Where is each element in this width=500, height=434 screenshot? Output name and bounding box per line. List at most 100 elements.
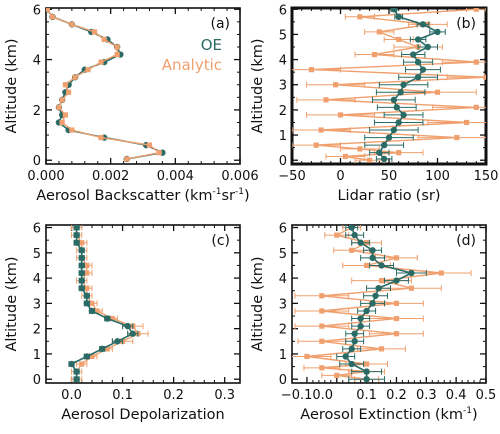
data-point [357, 146, 363, 152]
data-point [73, 231, 80, 239]
data-point [78, 285, 85, 292]
y-tick-label: 6 [279, 222, 287, 237]
x-axis-unit-prefix: (km [435, 407, 463, 423]
y-tick-label: 4 [279, 54, 287, 69]
y-tick-label: 6 [33, 3, 41, 18]
data-point [78, 262, 85, 269]
data-point [98, 59, 104, 65]
plot-area [292, 8, 486, 164]
data-point [369, 254, 376, 262]
data-point [351, 338, 358, 345]
data-point [342, 353, 349, 360]
data-point [319, 293, 325, 299]
plot-area [292, 225, 472, 383]
x-tick-label: 0.3 [214, 388, 235, 403]
x-tick-label: 0.0 [61, 388, 82, 403]
data-point [49, 14, 56, 20]
data-point [91, 29, 98, 35]
x-axis-label: Lidar ratio (sr) [337, 188, 440, 204]
panel-label: (c) [211, 233, 230, 249]
data-point [59, 97, 65, 103]
y-axis-label: Altitude (km) [250, 256, 266, 351]
y-tick-label: 3 [279, 79, 287, 94]
data-point [56, 104, 62, 110]
x-tick-label: 0.1 [112, 388, 133, 403]
x-axis-title: Aerosol Depolarization [61, 407, 225, 423]
data-point [319, 338, 325, 344]
data-point [357, 14, 363, 20]
data-point [400, 81, 407, 88]
data-point [464, 119, 470, 126]
plot-area [68, 225, 149, 383]
data-point [419, 21, 427, 28]
series-oe [68, 225, 139, 383]
data-point [319, 308, 325, 314]
y-axis-label: Altitude (km) [4, 256, 20, 351]
data-point [396, 36, 402, 43]
data-point [390, 126, 398, 134]
x-tick-label: 0.2 [163, 388, 184, 403]
data-point [364, 262, 370, 269]
data-point [124, 156, 130, 162]
data-point [69, 127, 75, 133]
x-axis-label: Aerosol Depolarization [61, 407, 225, 423]
legend: OE Analytic [162, 36, 222, 74]
data-point [473, 104, 479, 110]
data-point [393, 315, 400, 322]
data-point [414, 36, 422, 43]
panel-label: (a) [210, 16, 230, 32]
y-tick-label: 5 [33, 247, 41, 262]
y-tick-label: 4 [33, 54, 41, 69]
y-tick-label: 0 [33, 373, 41, 388]
legend-entry: OE [201, 36, 222, 54]
data-point [393, 277, 400, 284]
data-point [114, 44, 120, 50]
x-axis-unit-sup: -1 [463, 406, 472, 416]
x-tick-label: 0.4 [446, 388, 467, 403]
data-point [372, 292, 379, 299]
data-point [78, 269, 85, 277]
data-point [378, 262, 385, 269]
data-point [308, 67, 314, 73]
data-point [367, 157, 373, 163]
data-point [89, 353, 95, 360]
data-point [78, 254, 85, 262]
data-point [408, 285, 414, 291]
series-oe [364, 8, 446, 163]
x-tick-label: 0.002 [92, 169, 129, 184]
x-axis-unit: (sr) [416, 188, 441, 204]
data-point [62, 112, 68, 118]
data-point [79, 361, 85, 367]
y-tick-label: 3 [279, 297, 287, 312]
data-point [73, 376, 80, 383]
y-tick-label: 4 [279, 272, 287, 287]
y-axis-label: Altitude (km) [4, 38, 20, 133]
data-point [473, 59, 479, 65]
data-point [364, 361, 370, 367]
data-point [414, 58, 422, 66]
y-tick-label: 3 [33, 297, 41, 312]
y-tick-label: 2 [279, 323, 287, 338]
y-tick-label: 1 [33, 348, 41, 363]
data-point [348, 360, 355, 368]
data-point [408, 269, 415, 277]
data-point [62, 82, 68, 88]
data-point [59, 119, 65, 126]
x-tick-label: 0.3 [416, 388, 437, 403]
data-point [414, 73, 422, 81]
data-point [114, 338, 121, 345]
data-point [109, 315, 115, 322]
data-point [84, 285, 90, 291]
x-axis-label: Aerosol Extinction (km-1) [300, 406, 477, 423]
data-point [334, 372, 340, 379]
data-point [390, 96, 398, 104]
x-tick-label: 0 [336, 169, 344, 184]
y-tick-label: 5 [279, 247, 287, 262]
legend-entry: Analytic [162, 56, 222, 74]
data-point [79, 240, 85, 246]
data-point [69, 21, 75, 27]
y-tick-label: 0 [279, 373, 287, 388]
data-point [351, 330, 358, 337]
data-point [85, 67, 91, 73]
